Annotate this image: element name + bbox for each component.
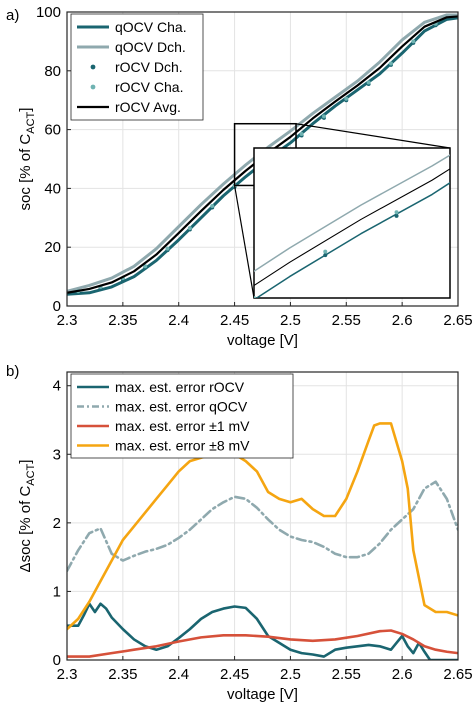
point-rocv-cha- (299, 132, 304, 137)
y-tick-label: 80 (44, 63, 61, 80)
x-tick-label: 2.5 (280, 312, 301, 329)
point-rocv-cha- (388, 61, 393, 66)
y-tick-label: 0 (53, 298, 61, 315)
point-rocv-cha- (321, 114, 326, 119)
legend-label: qOCV Cha. (115, 19, 187, 35)
x-tick-label: 2.45 (220, 666, 249, 683)
plot-area-2 (67, 422, 458, 660)
x-tick-label: 2.4 (168, 666, 189, 683)
y-tick-label: 2 (53, 515, 61, 532)
legend-label: max. est. error rOCV (115, 379, 245, 395)
x-tick-label: 2.35 (108, 666, 137, 683)
legend: qOCV Cha. qOCV Dch. rOCV Dch. rOCV Cha. rOCV… (70, 13, 204, 121)
inset-point-rocv-cha- (323, 249, 328, 254)
point-rocv-cha- (411, 39, 416, 44)
chart-panel-1: 2.3 2.35 2.4 2.45 2.5 2.55 2.6 2.65 0 20 40 60 80 100… (6, 4, 473, 349)
zoom-connector (295, 123, 451, 149)
chart-panel-2: 2.3 2.35 2.4 2.45 2.5 2.55 2.6 2.65 0 1 2 3 4 voltage… (6, 363, 473, 703)
y-tick-label: 20 (44, 239, 61, 256)
legend-label: max. est. error ±1 mV (115, 418, 250, 434)
legend-marker (90, 84, 96, 90)
legend: max. est. error rOCV max. est. error qOCV… (70, 373, 294, 459)
inset-point-rocv-dch- (394, 213, 399, 218)
panel-label: b) (6, 363, 19, 380)
point-rocv-cha- (344, 96, 349, 101)
inset-point-rocv-cha- (254, 296, 256, 298)
y-tick-label: 0 (53, 652, 61, 669)
x-axis-label: voltage [V] (227, 332, 298, 349)
y-tick-label: 4 (53, 378, 61, 395)
point-rocv-cha- (366, 80, 371, 85)
legend-label: rOCV Dch. (115, 59, 183, 75)
x-tick-label: 2.35 (108, 312, 137, 329)
inset-series-line-rocv-avg- (254, 168, 450, 287)
series-line-max-est-error-8-mv (67, 422, 458, 631)
y-tick-label: 100 (36, 4, 61, 21)
y-tick-label: 3 (53, 446, 61, 463)
inset-point-rocv-dch- (323, 253, 328, 258)
x-tick-label: 2.4 (168, 312, 189, 329)
x-tick-label: 2.6 (392, 312, 413, 329)
legend-label: max. est. error ±8 mV (115, 438, 250, 454)
point-rocv-cha- (210, 204, 215, 209)
panel-label: a) (6, 7, 19, 24)
inset-point-rocv-cha- (394, 210, 399, 215)
series-line-qocv-dch- (67, 13, 458, 293)
x-tick-label: 2.3 (57, 666, 78, 683)
legend-label: rOCV Cha. (115, 79, 183, 95)
axes-frame (66, 371, 459, 661)
y-tick-label: 1 (53, 583, 61, 600)
point-rocv-cha- (187, 226, 192, 231)
zoom-inset-box (253, 147, 451, 299)
zoom-connector (233, 185, 255, 299)
x-tick-label: 2.65 (443, 312, 472, 329)
x-tick-label: 2.65 (443, 666, 472, 683)
legend-marker (90, 64, 96, 70)
zoom-inset-plot (254, 154, 450, 298)
series-line-max-est-error-1-mv (67, 629, 458, 658)
x-axis-label: voltage [V] (227, 686, 298, 703)
x-tick-label: 2.6 (392, 666, 413, 683)
point-rocv-cha- (143, 264, 148, 269)
point-rocv-cha- (165, 246, 170, 251)
x-tick-label: 2.55 (332, 666, 361, 683)
x-tick-label: 2.3 (57, 312, 78, 329)
series-line-max-est-error-qocv (67, 480, 458, 573)
legend-label: qOCV Dch. (115, 39, 186, 55)
inset-series-line-qocv-dch- (254, 154, 450, 273)
y-tick-label: 60 (44, 122, 61, 139)
legend-label: max. est. error qOCV (115, 399, 248, 415)
x-tick-label: 2.55 (332, 312, 361, 329)
x-tick-label: 2.45 (220, 312, 249, 329)
legend-label: rOCV Avg. (115, 99, 181, 115)
series-line-max-est-error-rocv (67, 602, 458, 660)
inset-series-line-qocv-cha- (255, 181, 450, 298)
y-axis-label: Δsoc [% of CACT] (17, 460, 37, 573)
x-tick-label: 2.5 (280, 666, 301, 683)
y-tick-label: 40 (44, 180, 61, 197)
axes-frame (66, 11, 459, 307)
